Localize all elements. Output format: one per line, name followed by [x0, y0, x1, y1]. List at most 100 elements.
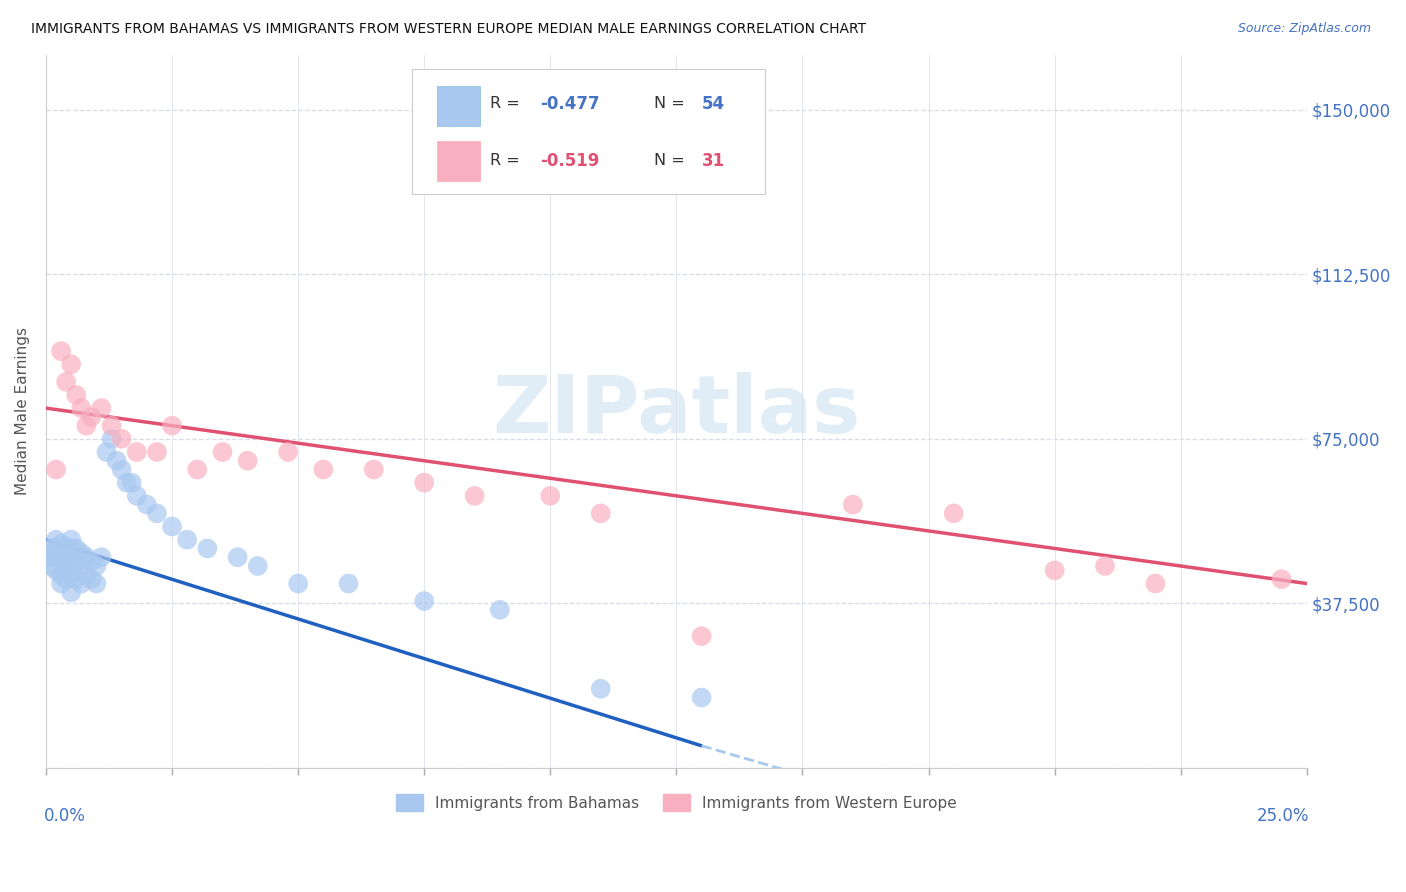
Point: [115, 475, 138, 490]
Text: Source: ZipAtlas.com: Source: ZipAtlas.com: [1237, 22, 1371, 36]
Point: [246, 559, 269, 574]
Point: [70, 401, 93, 416]
Point: [60, 533, 83, 547]
Point: [100, 418, 122, 433]
Point: [125, 445, 148, 459]
Point: [45, 550, 67, 565]
Text: 0.0%: 0.0%: [44, 807, 86, 825]
Point: [125, 489, 148, 503]
Point: [135, 498, 157, 512]
Point: [39, 559, 62, 574]
Point: [39, 550, 62, 565]
Point: [105, 454, 128, 468]
Point: [80, 409, 103, 424]
Point: [86, 559, 108, 574]
Point: [176, 533, 198, 547]
Point: [1144, 576, 1167, 591]
Point: [589, 681, 612, 696]
Point: [413, 594, 436, 608]
Text: -0.477: -0.477: [540, 95, 600, 112]
Text: N =: N =: [654, 153, 689, 168]
Point: [39, 541, 62, 556]
Text: 54: 54: [702, 95, 724, 112]
Point: [65, 572, 87, 586]
Point: [49, 555, 72, 569]
Point: [45, 541, 67, 556]
Point: [236, 454, 259, 468]
Point: [70, 576, 93, 591]
Point: [942, 507, 965, 521]
Point: [49, 344, 72, 359]
Point: [55, 375, 77, 389]
Point: [111, 462, 134, 476]
Point: [690, 629, 713, 643]
Point: [146, 445, 169, 459]
Text: -0.519: -0.519: [540, 152, 599, 169]
Point: [80, 572, 103, 586]
Text: 31: 31: [702, 152, 724, 169]
Point: [111, 432, 134, 446]
Point: [195, 541, 218, 556]
Point: [70, 559, 93, 574]
Point: [489, 603, 512, 617]
Point: [80, 555, 103, 569]
Point: [65, 388, 87, 402]
Text: 25.0%: 25.0%: [1257, 807, 1309, 825]
Point: [75, 550, 97, 565]
Point: [75, 567, 97, 582]
Point: [55, 563, 77, 577]
Point: [86, 576, 108, 591]
Point: [146, 507, 169, 521]
Point: [75, 418, 97, 433]
Point: [226, 550, 249, 565]
Point: [186, 462, 208, 476]
Point: [45, 563, 67, 577]
Text: IMMIGRANTS FROM BAHAMAS VS IMMIGRANTS FROM WESTERN EUROPE MEDIAN MALE EARNINGS C: IMMIGRANTS FROM BAHAMAS VS IMMIGRANTS FR…: [31, 22, 866, 37]
Legend: Immigrants from Bahamas, Immigrants from Western Europe: Immigrants from Bahamas, Immigrants from…: [389, 789, 963, 817]
Point: [100, 432, 122, 446]
Point: [65, 541, 87, 556]
Point: [160, 519, 183, 533]
Point: [277, 445, 299, 459]
Point: [312, 462, 335, 476]
Point: [1094, 559, 1116, 574]
Point: [464, 489, 486, 503]
Point: [49, 567, 72, 582]
Point: [363, 462, 385, 476]
Y-axis label: Median Male Earnings: Median Male Earnings: [15, 327, 30, 495]
Point: [65, 555, 87, 569]
Point: [60, 555, 83, 569]
FancyBboxPatch shape: [437, 141, 479, 181]
Point: [160, 418, 183, 433]
Point: [45, 462, 67, 476]
Point: [121, 475, 143, 490]
Point: [842, 498, 865, 512]
Point: [70, 546, 93, 560]
FancyBboxPatch shape: [437, 86, 479, 126]
Text: R =: R =: [489, 96, 524, 112]
Text: N =: N =: [654, 96, 689, 112]
Point: [49, 576, 72, 591]
FancyBboxPatch shape: [412, 70, 765, 194]
Point: [287, 576, 309, 591]
Point: [211, 445, 233, 459]
Point: [45, 533, 67, 547]
Point: [90, 401, 112, 416]
Text: ZIPatlas: ZIPatlas: [492, 373, 860, 450]
Point: [1043, 563, 1066, 577]
Point: [49, 546, 72, 560]
Point: [55, 572, 77, 586]
Point: [690, 690, 713, 705]
Point: [49, 537, 72, 551]
Point: [60, 585, 83, 599]
Point: [55, 541, 77, 556]
Point: [60, 541, 83, 556]
Point: [589, 507, 612, 521]
Point: [337, 576, 360, 591]
Point: [90, 550, 112, 565]
Point: [538, 489, 561, 503]
Point: [55, 550, 77, 565]
Point: [1270, 572, 1292, 586]
Point: [60, 357, 83, 371]
Point: [60, 567, 83, 582]
